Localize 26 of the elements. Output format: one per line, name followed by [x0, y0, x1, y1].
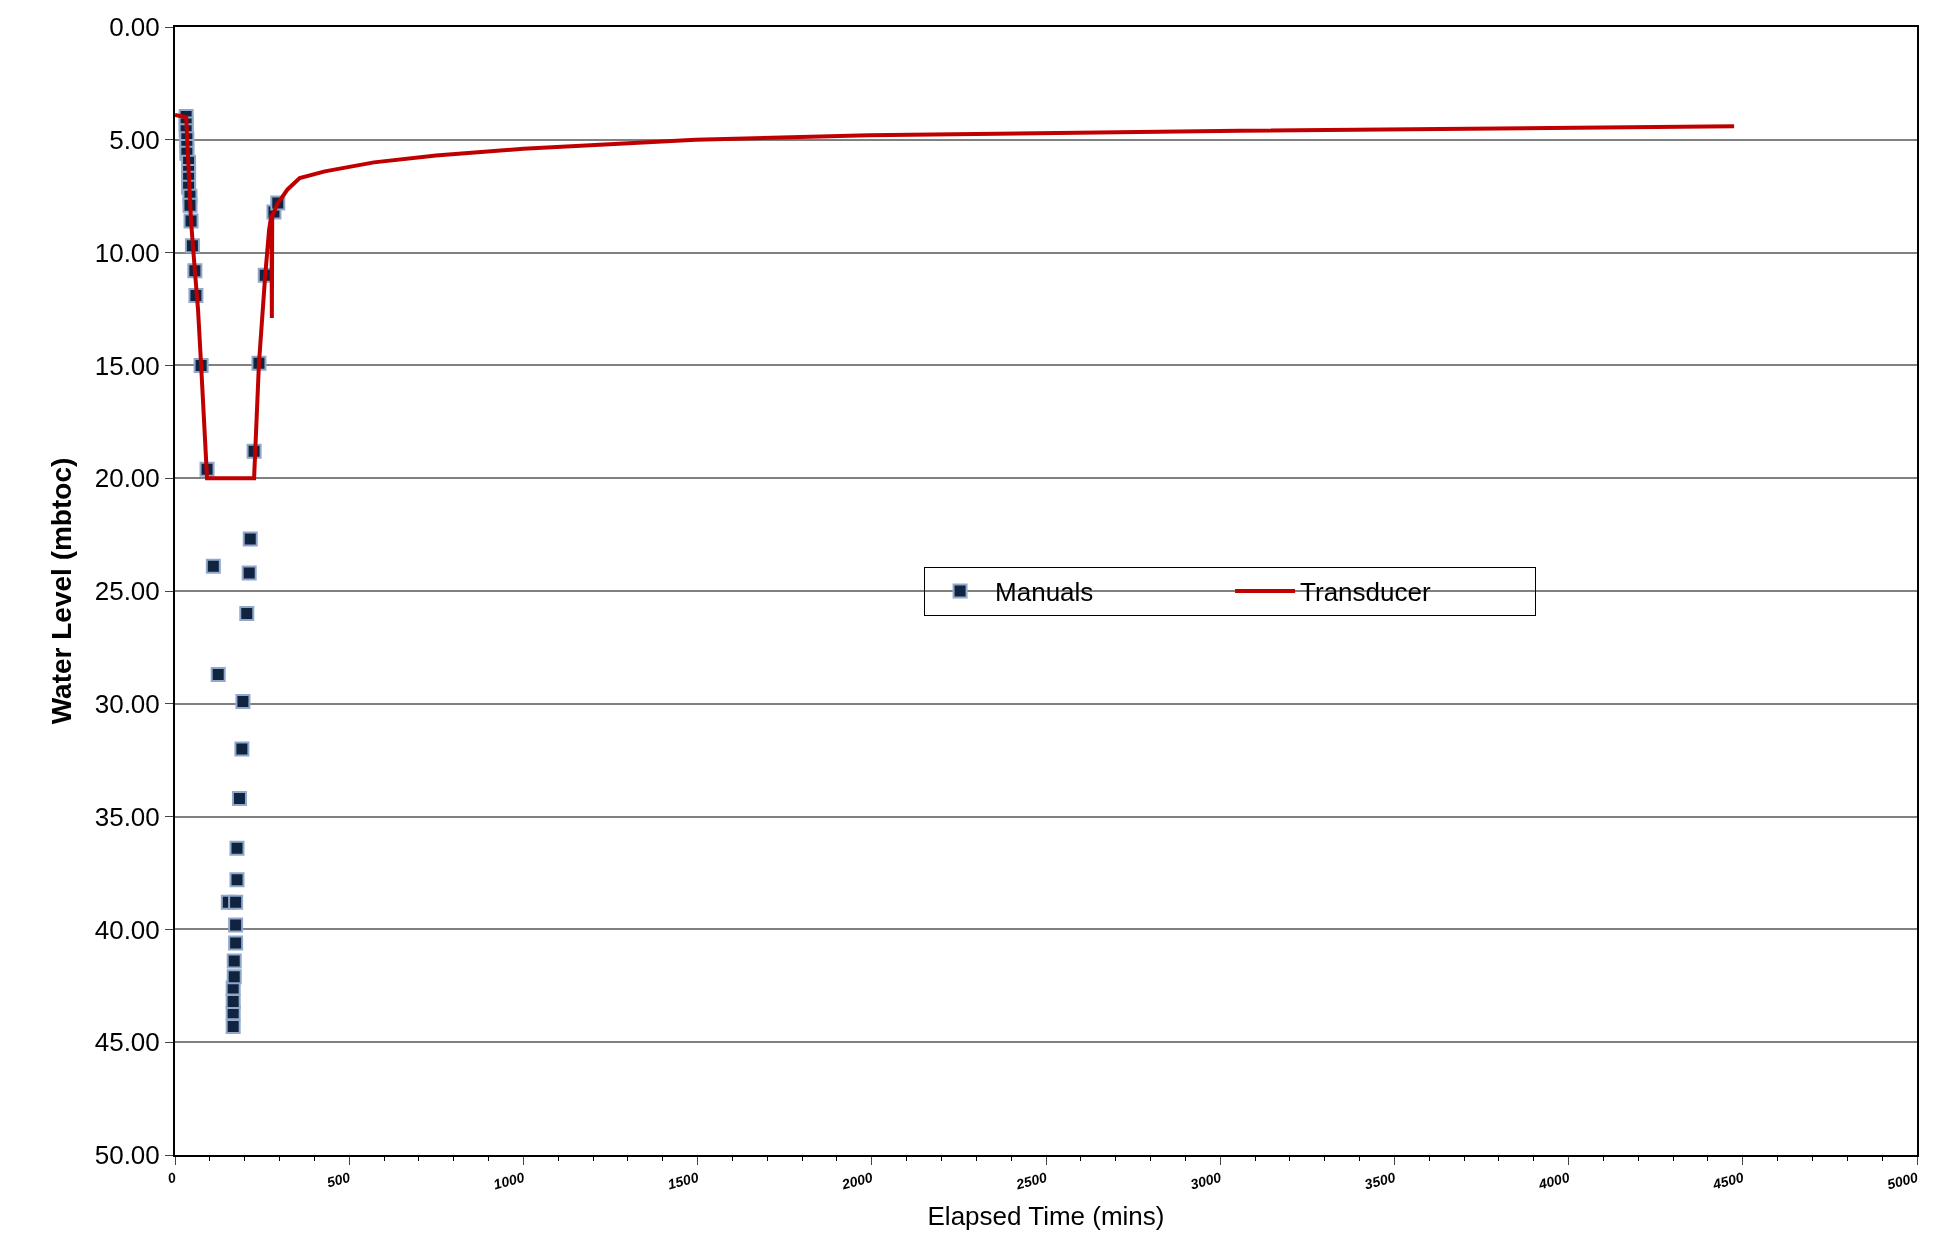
x-tick-label: 500 — [325, 1168, 352, 1191]
legend-label: Transducer — [1300, 577, 1431, 608]
legend-label: Manuals — [995, 577, 1094, 608]
x-tick-label: 5000 — [1885, 1168, 1920, 1193]
x-tick-label: 2500 — [1013, 1168, 1049, 1193]
x-tick-label: 1500 — [665, 1168, 701, 1193]
y-tick-label: 45.00 — [94, 1027, 160, 1058]
x-tick-label: 4500 — [1710, 1168, 1746, 1193]
y-tick-label: 15.00 — [94, 350, 160, 381]
y-axis-title: Water Level (mbtoc) — [45, 457, 77, 725]
x-tick-label: 4000 — [1535, 1168, 1572, 1193]
y-tick-label: 30.00 — [94, 688, 160, 719]
x-tick-label: 0 — [165, 1168, 178, 1187]
y-tick-label: 5.00 — [109, 124, 160, 155]
x-tick-label: 2000 — [839, 1168, 875, 1193]
y-tick-label: 20.00 — [94, 463, 160, 494]
y-tick-label: 35.00 — [94, 801, 160, 832]
y-tick-label: 25.00 — [94, 576, 160, 607]
y-tick-label: 40.00 — [94, 914, 160, 945]
x-tick-label: 3500 — [1362, 1168, 1398, 1193]
y-tick-label: 10.00 — [94, 237, 160, 268]
y-tick-label: 0.00 — [109, 12, 160, 43]
x-tick-label: 1000 — [491, 1168, 527, 1193]
x-axis-title: Elapsed Time (mins) — [927, 1200, 1165, 1231]
y-tick-label: 50.00 — [94, 1140, 160, 1171]
x-tick-label: 3000 — [1188, 1168, 1223, 1193]
